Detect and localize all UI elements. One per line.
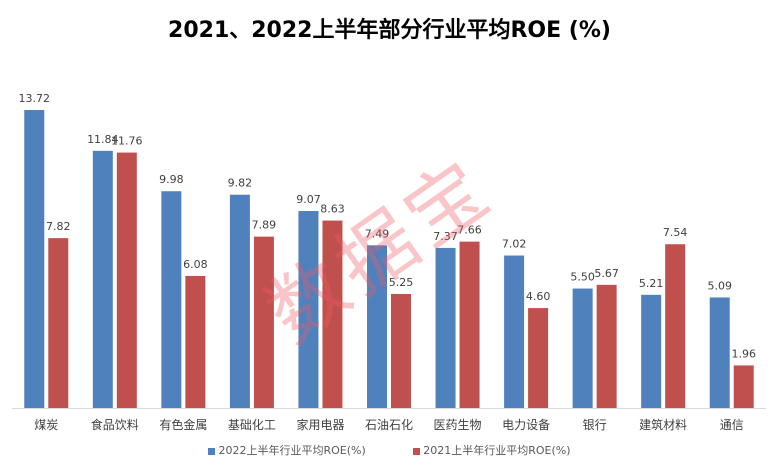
bar-2022	[504, 255, 525, 408]
data-label: 7.37	[433, 230, 458, 243]
bar-2021	[322, 220, 343, 408]
data-label: 1.96	[731, 347, 756, 360]
data-label: 11.76	[111, 135, 143, 148]
bar-2022	[367, 245, 387, 408]
data-label: 7.49	[365, 227, 390, 240]
data-label: 7.54	[663, 226, 688, 239]
x-tick-label: 有色金属	[159, 417, 207, 432]
x-tick-label: 石油石化	[365, 418, 413, 432]
bar-2022	[92, 150, 113, 409]
data-label: 7.02	[502, 238, 527, 251]
legend-item-2022: 2022上半年行业平均ROE(%)	[208, 444, 366, 457]
bar-2022	[435, 247, 456, 408]
bar-2022	[24, 110, 45, 408]
bar-2022	[161, 191, 182, 408]
data-label: 11.84	[87, 133, 119, 146]
x-tick-label: 基础化工	[228, 418, 276, 432]
data-label: 6.08	[183, 258, 208, 271]
bar-2022	[298, 210, 319, 408]
bar-2021	[185, 275, 206, 408]
x-tick-label: 家用电器	[296, 417, 344, 432]
data-label: 5.09	[707, 279, 732, 292]
x-tick-label: 食品饮料	[91, 417, 139, 432]
data-label: 5.67	[594, 267, 619, 280]
data-label: 7.82	[46, 220, 71, 233]
legend-label-2022: 2022上半年行业平均ROE(%)	[218, 444, 366, 457]
legend-swatch-2021	[413, 447, 421, 455]
bar-2021	[48, 238, 69, 408]
x-tick-label: 煤炭	[34, 418, 58, 432]
bar-2021	[116, 152, 137, 408]
bar-2022	[229, 194, 250, 408]
x-tick-label: 电力设备	[502, 418, 550, 432]
data-label: 7.89	[252, 219, 277, 232]
x-tick-label: 医药生物	[434, 418, 482, 432]
bar-2022	[572, 288, 593, 408]
chart-title: 2021、2022上半年部分行业平均ROE (%)	[168, 18, 611, 43]
x-tick-label: 建筑材料	[639, 417, 687, 432]
bar-2021	[253, 236, 274, 408]
data-label: 13.72	[19, 92, 51, 105]
bar-2021	[733, 365, 754, 408]
bar-2021	[665, 244, 686, 408]
bar-2021	[596, 284, 617, 408]
data-label: 5.25	[389, 276, 414, 289]
legend-label-2021: 2021上半年行业平均ROE(%)	[423, 444, 571, 457]
data-label: 8.63	[320, 203, 345, 216]
bar-2022	[709, 297, 730, 408]
legend-swatch-2022	[208, 447, 216, 455]
data-label: 4.60	[526, 290, 551, 303]
data-label: 7.66	[457, 224, 482, 237]
bar-2021	[459, 241, 480, 408]
data-label: 5.21	[639, 277, 664, 290]
data-label: 9.98	[159, 173, 184, 186]
x-tick-label: 通信	[720, 418, 744, 432]
legend: 2022上半年行业平均ROE(%) 2021上半年行业平均ROE(%)	[0, 442, 779, 458]
data-label: 5.50	[570, 271, 595, 284]
bar-2021	[391, 293, 411, 408]
legend-item-2021: 2021上半年行业平均ROE(%)	[413, 444, 571, 457]
x-tick-label: 银行	[583, 418, 607, 432]
data-label: 9.07	[296, 193, 321, 206]
data-label: 9.82	[228, 177, 253, 190]
bar-2022	[641, 294, 662, 408]
bar-2021	[528, 308, 549, 408]
